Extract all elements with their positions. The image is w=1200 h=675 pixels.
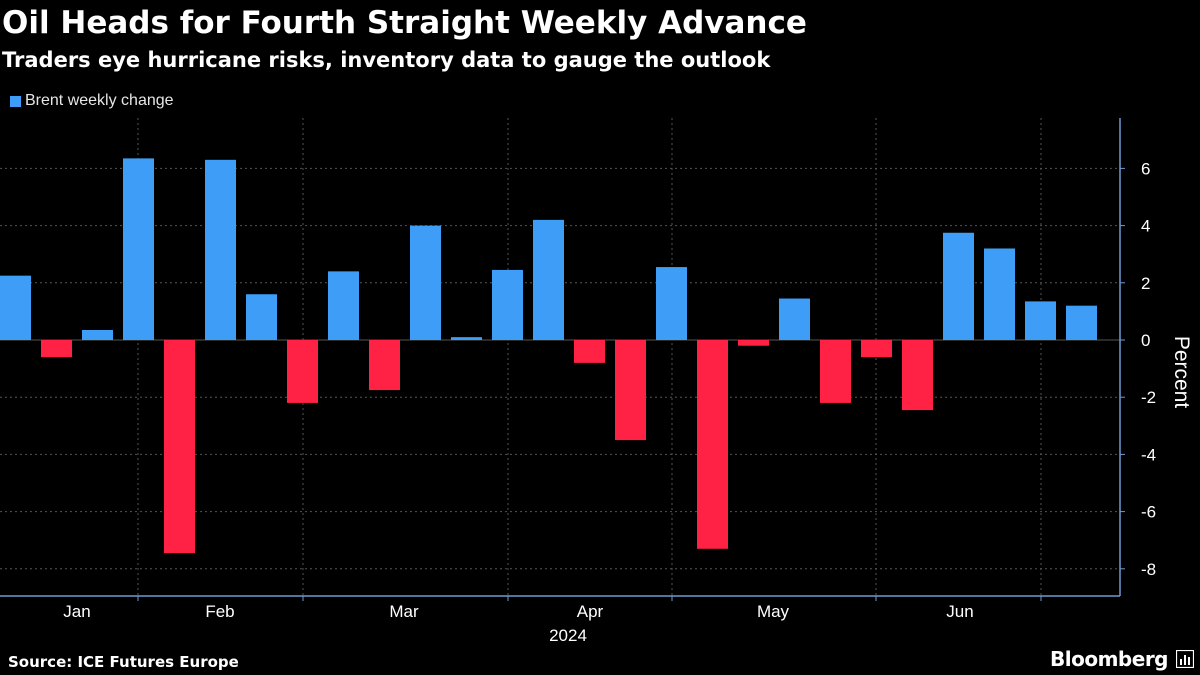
x-tick-label: Mar (389, 602, 419, 621)
legend-label: Brent weekly change (25, 92, 174, 109)
bar (533, 219, 564, 340)
bar (574, 340, 605, 363)
bar (984, 248, 1015, 340)
bloomberg-chart-icon (1176, 650, 1194, 668)
bar (615, 340, 646, 441)
bar-chart: 6 4 2 0 -2 -4 -6 -8 Jan Feb Mar Apr May Jun 2024 Percen… (0, 118, 1193, 645)
legend-swatch (10, 95, 21, 107)
y-tick-label: 0 (1141, 331, 1150, 350)
bar (492, 269, 523, 340)
y-tick-label: -4 (1141, 445, 1156, 464)
y-tick-label: 4 (1141, 217, 1150, 236)
bar (656, 267, 687, 340)
bar (369, 340, 400, 391)
bloomberg-logo: Bloomberg (1050, 647, 1168, 671)
bar (328, 271, 359, 340)
bar (205, 159, 236, 340)
y-tick-label: -8 (1141, 560, 1156, 579)
bar (123, 158, 154, 340)
x-tick-label: May (757, 602, 790, 621)
bar (410, 225, 441, 340)
axes: 6 4 2 0 -2 -4 -6 -8 Jan Feb Mar Apr May Jun 2024 Percen… (0, 118, 1193, 645)
bar (1066, 305, 1097, 340)
chart-title: Oil Heads for Fourth Straight Weekly Adv… (2, 5, 807, 41)
bar (246, 294, 277, 340)
x-tick-label: Apr (577, 602, 604, 621)
legend: Brent weekly change (10, 90, 174, 112)
x-tick-label: Jun (946, 602, 973, 621)
bar (0, 275, 31, 340)
bars (0, 158, 1097, 554)
bar (287, 340, 318, 403)
x-tick-label: Jan (63, 602, 90, 621)
y-tick-label: -2 (1141, 388, 1156, 407)
bar (820, 340, 851, 403)
bar (697, 340, 728, 549)
bar (1025, 301, 1056, 340)
bar (902, 340, 933, 411)
x-year-label: 2024 (549, 626, 587, 645)
bar (164, 340, 195, 554)
y-tick-label: 2 (1141, 274, 1150, 293)
y-axis-title: Percent (1170, 336, 1193, 409)
y-tick-label: -6 (1141, 503, 1156, 522)
source-note: Source: ICE Futures Europe (8, 653, 239, 671)
bar (943, 232, 974, 340)
bar (861, 340, 892, 358)
bar (41, 340, 72, 358)
y-tick-label: 6 (1141, 159, 1150, 178)
bar (779, 298, 810, 340)
x-tick-label: Feb (205, 602, 234, 621)
chart-subtitle: Traders eye hurricane risks, inventory d… (2, 48, 771, 72)
bar (451, 337, 482, 340)
bar (82, 329, 113, 340)
bar (738, 340, 769, 346)
